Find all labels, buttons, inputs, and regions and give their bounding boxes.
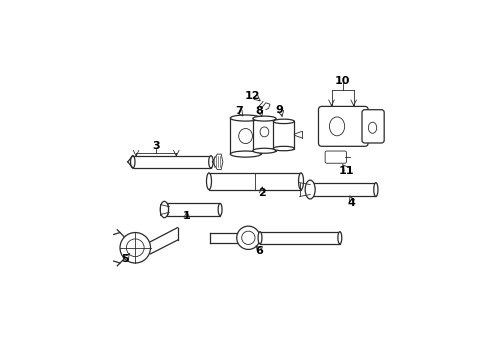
- Ellipse shape: [308, 183, 312, 197]
- Ellipse shape: [329, 117, 344, 136]
- Ellipse shape: [165, 203, 169, 216]
- Text: 5: 5: [121, 254, 129, 264]
- Ellipse shape: [273, 146, 294, 151]
- Ellipse shape: [253, 148, 276, 153]
- FancyBboxPatch shape: [318, 107, 368, 146]
- Circle shape: [237, 226, 260, 249]
- Ellipse shape: [305, 180, 315, 199]
- Bar: [133, 156, 211, 168]
- Ellipse shape: [368, 122, 377, 133]
- Ellipse shape: [230, 151, 261, 157]
- Text: 10: 10: [335, 76, 350, 86]
- Ellipse shape: [206, 173, 212, 190]
- Text: 6: 6: [255, 246, 264, 256]
- Ellipse shape: [374, 183, 378, 197]
- Ellipse shape: [338, 232, 342, 244]
- Bar: [273, 121, 294, 149]
- Bar: [209, 173, 301, 190]
- Text: 12: 12: [245, 91, 260, 102]
- Ellipse shape: [209, 156, 213, 168]
- FancyBboxPatch shape: [325, 151, 346, 163]
- Ellipse shape: [253, 116, 276, 121]
- Bar: [167, 203, 220, 216]
- Ellipse shape: [298, 173, 303, 190]
- Text: 1: 1: [183, 211, 191, 221]
- Bar: [310, 183, 376, 197]
- Text: 3: 3: [152, 141, 160, 151]
- Ellipse shape: [273, 119, 294, 123]
- Ellipse shape: [218, 203, 222, 216]
- Circle shape: [120, 233, 150, 263]
- Text: 8: 8: [255, 106, 263, 116]
- FancyBboxPatch shape: [362, 110, 384, 143]
- Bar: [260, 232, 340, 244]
- Ellipse shape: [230, 115, 261, 121]
- Bar: [253, 118, 276, 151]
- Bar: [230, 118, 261, 154]
- Ellipse shape: [130, 156, 135, 168]
- Text: 7: 7: [235, 106, 243, 116]
- Ellipse shape: [258, 232, 262, 244]
- Text: 9: 9: [275, 105, 283, 115]
- Text: 11: 11: [339, 166, 354, 176]
- Text: 2: 2: [258, 188, 266, 198]
- Ellipse shape: [160, 201, 169, 218]
- Text: 4: 4: [347, 198, 355, 208]
